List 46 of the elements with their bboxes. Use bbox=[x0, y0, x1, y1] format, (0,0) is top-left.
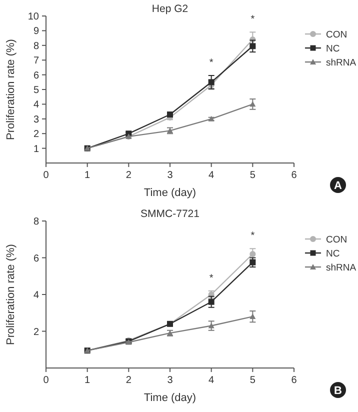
legend-label: CON bbox=[326, 30, 348, 40]
x-tick-label: 6 bbox=[291, 375, 298, 386]
legend-label: CON bbox=[326, 234, 348, 246]
y-tick-label: 4 bbox=[33, 100, 40, 111]
x-tick-label: 2 bbox=[126, 170, 132, 181]
y-tick-label: 3 bbox=[33, 114, 40, 126]
legend-label: NC bbox=[326, 248, 340, 260]
y-tick-label: 10 bbox=[28, 12, 40, 22]
panel-letter-badge: B bbox=[330, 382, 346, 398]
legend-label: NC bbox=[326, 44, 340, 54]
y-axis-title: Proliferation rate (%) bbox=[5, 244, 17, 345]
annotation: * bbox=[250, 14, 255, 26]
y-tick-label: 4 bbox=[33, 290, 40, 301]
x-axis-title: Time (day) bbox=[144, 187, 196, 199]
y-tick-label: 8 bbox=[33, 40, 40, 52]
y-tick-label: 7 bbox=[33, 56, 40, 67]
x-tick-label: 3 bbox=[167, 375, 174, 386]
x-tick-label: 4 bbox=[208, 375, 215, 386]
chart-title: Hep G2 bbox=[152, 3, 188, 15]
panel-letter-badge: A bbox=[330, 177, 346, 193]
x-tick-label: 5 bbox=[250, 170, 256, 181]
x-axis-title: Time (day) bbox=[144, 392, 196, 404]
y-tick-label: 6 bbox=[33, 253, 40, 264]
y-tick-label: 5 bbox=[33, 85, 40, 96]
x-tick-label: 2 bbox=[126, 375, 132, 386]
chart-title: SMMC-7721 bbox=[140, 208, 200, 220]
x-tick-label: 6 bbox=[291, 170, 298, 181]
y-tick-label: 2 bbox=[33, 326, 40, 338]
annotation: * bbox=[250, 230, 255, 242]
y-axis-title: Proliferation rate (%) bbox=[5, 39, 17, 140]
y-tick-label: 6 bbox=[33, 70, 40, 82]
legend-label: shRNA bbox=[326, 58, 357, 68]
annotation: * bbox=[209, 272, 214, 284]
annotation: * bbox=[209, 58, 214, 69]
x-tick-label: 5 bbox=[250, 375, 256, 386]
x-tick-label: 3 bbox=[167, 170, 174, 181]
y-tick-label: 8 bbox=[33, 216, 40, 228]
y-tick-label: 2 bbox=[33, 129, 40, 140]
y-tick-label: 1 bbox=[33, 144, 40, 155]
x-tick-label: 0 bbox=[43, 375, 50, 386]
legend-label: shRNA bbox=[326, 262, 357, 274]
x-tick-label: 4 bbox=[208, 170, 215, 181]
x-tick-label: 1 bbox=[84, 375, 91, 386]
y-tick-label: 9 bbox=[33, 26, 40, 38]
x-tick-label: 0 bbox=[43, 170, 50, 181]
x-tick-label: 1 bbox=[84, 170, 91, 181]
